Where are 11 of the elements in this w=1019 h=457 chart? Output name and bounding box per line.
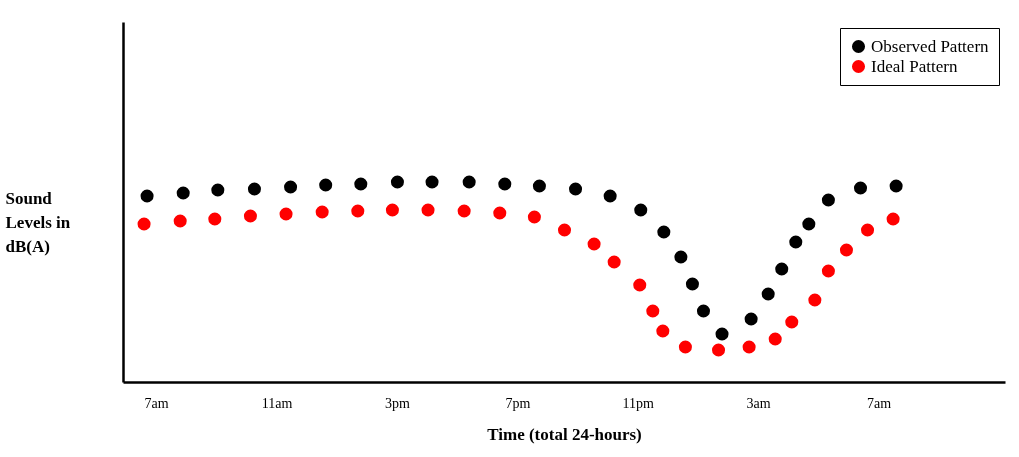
- legend-label: Observed Pattern: [871, 36, 990, 56]
- y-axis-title: Sound Levels in dB(A): [5, 188, 71, 256]
- x-tick-label: 11pm: [622, 395, 655, 411]
- x-tick-label: 11am: [261, 395, 293, 411]
- x-tick-label: 7am: [867, 395, 892, 411]
- x-axis-title: Time (total 24-hours): [487, 424, 642, 444]
- x-tick-label: 3pm: [384, 395, 410, 411]
- x-tick-label: 7am: [144, 395, 169, 411]
- x-tick-label: 7pm: [505, 395, 531, 411]
- legend-label: Ideal Pattern: [871, 56, 958, 76]
- x-tick-label: 3am: [746, 395, 771, 411]
